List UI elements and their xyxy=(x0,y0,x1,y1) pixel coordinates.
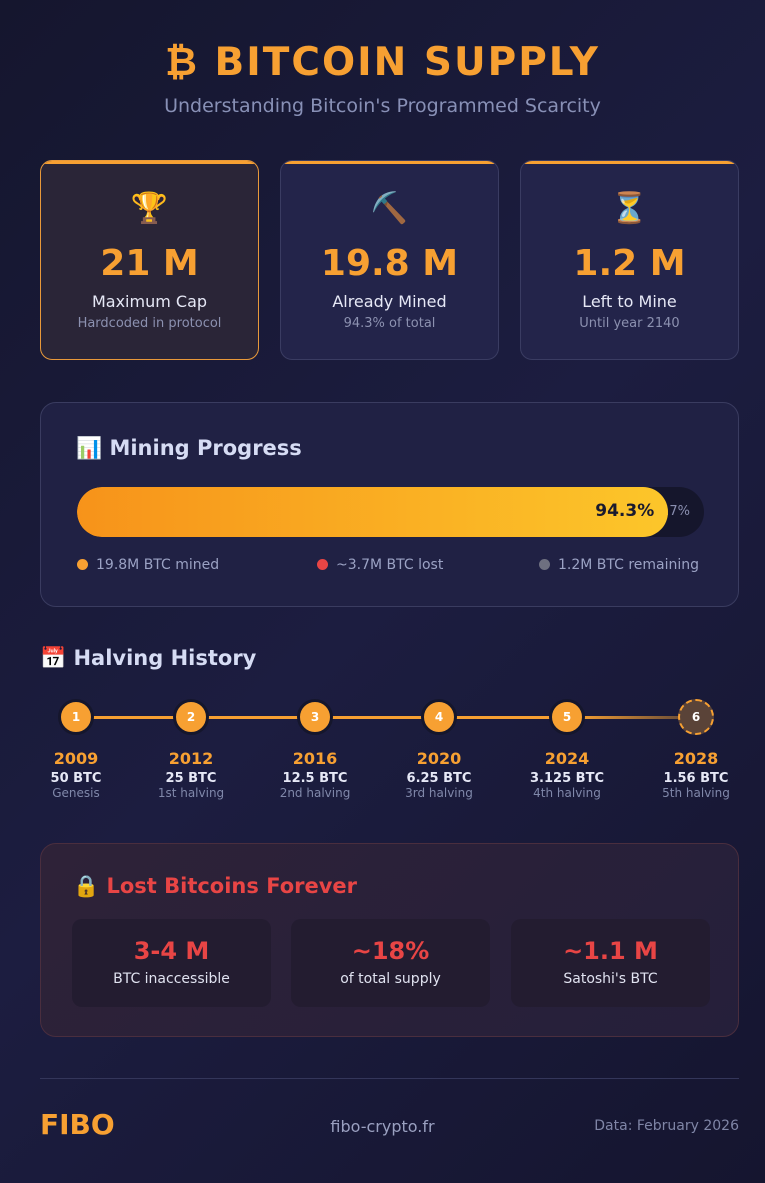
legend-text: ~3.7M BTC lost xyxy=(336,557,444,573)
section-title: 📊 Mining Progress xyxy=(76,436,302,460)
data-date: Data: February 2026 xyxy=(594,1118,739,1134)
title: ₿ BITCOIN SUPPLY xyxy=(165,40,600,85)
card-value: 21 M xyxy=(100,243,199,284)
halving-number: 6 xyxy=(678,699,714,735)
site: fibo-crypto.fr xyxy=(330,1117,435,1136)
lost-box: ~18% of total supply xyxy=(291,919,490,1007)
lost-label: Satoshi's BTC xyxy=(563,971,658,987)
card-icon: 🏆 xyxy=(130,191,169,226)
legend-item: 19.8M BTC mined xyxy=(77,557,219,573)
lost-panel: 🔒 Lost Bitcoins Forever 3-4 M BTC inacces… xyxy=(40,843,739,1037)
section-title: 🔒 Lost Bitcoins Forever xyxy=(73,874,358,898)
halving-number: 1 xyxy=(58,699,94,735)
card-value: 19.8 M xyxy=(320,243,459,284)
legend-text: 19.8M BTC mined xyxy=(96,557,220,573)
mined-label: 94.3% xyxy=(595,501,655,521)
halving: 1 2009 50 BTC Genesis xyxy=(16,697,136,800)
halving-year: 2016 xyxy=(292,749,338,768)
halving-reward: 6.25 BTC xyxy=(406,771,472,786)
progress-panel: 📊 Mining Progress 5.7% 94.3% 19.8M BTC m… xyxy=(40,402,739,607)
card-label: Already Mined xyxy=(332,292,447,311)
halving: 4 2020 6.25 BTC 3rd halving xyxy=(379,697,499,800)
divider xyxy=(40,1078,739,1079)
lost-value: ~1.1 M xyxy=(563,937,658,965)
halving-year: 2024 xyxy=(544,749,590,768)
halving-number: 4 xyxy=(421,699,457,735)
card-note: Hardcoded in protocol xyxy=(77,316,222,331)
section-title: 📅 Halving History xyxy=(40,646,257,670)
halving-label: 4th halving xyxy=(533,786,601,800)
halving-reward: 12.5 BTC xyxy=(282,771,348,786)
lost-label: BTC inaccessible xyxy=(113,971,230,987)
halving: 6 2028 1.56 BTC 5th halving xyxy=(636,697,756,800)
halving-reward: 50 BTC xyxy=(50,771,102,786)
halving-label: 3rd halving xyxy=(405,786,473,800)
halving-number: 3 xyxy=(297,699,333,735)
halving-year: 2012 xyxy=(168,749,214,768)
card-note: 94.3% of total xyxy=(343,316,436,331)
halving: 3 2016 12.5 BTC 2nd halving xyxy=(255,697,375,800)
progress-track: 5.7% 94.3% xyxy=(77,487,704,537)
timeline-line xyxy=(576,716,696,719)
halving-year: 2028 xyxy=(673,749,719,768)
card-label: Left to Mine xyxy=(582,292,677,311)
halving-number: 2 xyxy=(173,699,209,735)
halving-year: 2009 xyxy=(53,749,99,768)
stat-card: ⛏️ 19.8 M Already Mined 94.3% of total xyxy=(280,160,499,360)
legend-item: ~3.7M BTC lost xyxy=(317,557,443,573)
halving-label: 2nd halving xyxy=(279,786,351,800)
stat-card: 🏆 21 M Maximum Cap Hardcoded in protocol xyxy=(40,160,259,360)
subtitle: Understanding Bitcoin's Programmed Scarc… xyxy=(164,95,601,117)
card-label: Maximum Cap xyxy=(91,292,208,311)
legend-item: 1.2M BTC remaining xyxy=(539,557,699,573)
brand: FIBO xyxy=(40,1108,115,1141)
lost-box: 3-4 M BTC inaccessible xyxy=(72,919,271,1007)
lost-value: 3-4 M xyxy=(133,937,210,965)
card-icon: ⛏️ xyxy=(370,191,409,226)
halving-reward: 25 BTC xyxy=(165,771,217,786)
halving-label: 5th halving xyxy=(662,786,730,800)
lost-value: ~18% xyxy=(351,937,430,965)
halving-number: 5 xyxy=(549,699,585,735)
halving-reward: 3.125 BTC xyxy=(530,771,604,786)
stat-card: ⏳ 1.2 M Left to Mine Until year 2140 xyxy=(520,160,739,360)
card-note: Until year 2140 xyxy=(579,316,680,331)
halving-label: 1st halving xyxy=(157,786,225,800)
legend-text: 1.2M BTC remaining xyxy=(558,557,700,573)
lost-box: ~1.1 M Satoshi's BTC xyxy=(511,919,710,1007)
halving-year: 2020 xyxy=(416,749,462,768)
halving-label: Genesis xyxy=(52,786,100,800)
halving: 5 2024 3.125 BTC 4th halving xyxy=(507,697,627,800)
card-value: 1.2 M xyxy=(573,243,686,284)
lost-label: of total supply xyxy=(340,971,441,987)
card-icon: ⏳ xyxy=(610,191,649,226)
halving: 2 2012 25 BTC 1st halving xyxy=(131,697,251,800)
progress-fill: 94.3% xyxy=(77,487,669,537)
halving-reward: 1.56 BTC xyxy=(663,771,729,786)
